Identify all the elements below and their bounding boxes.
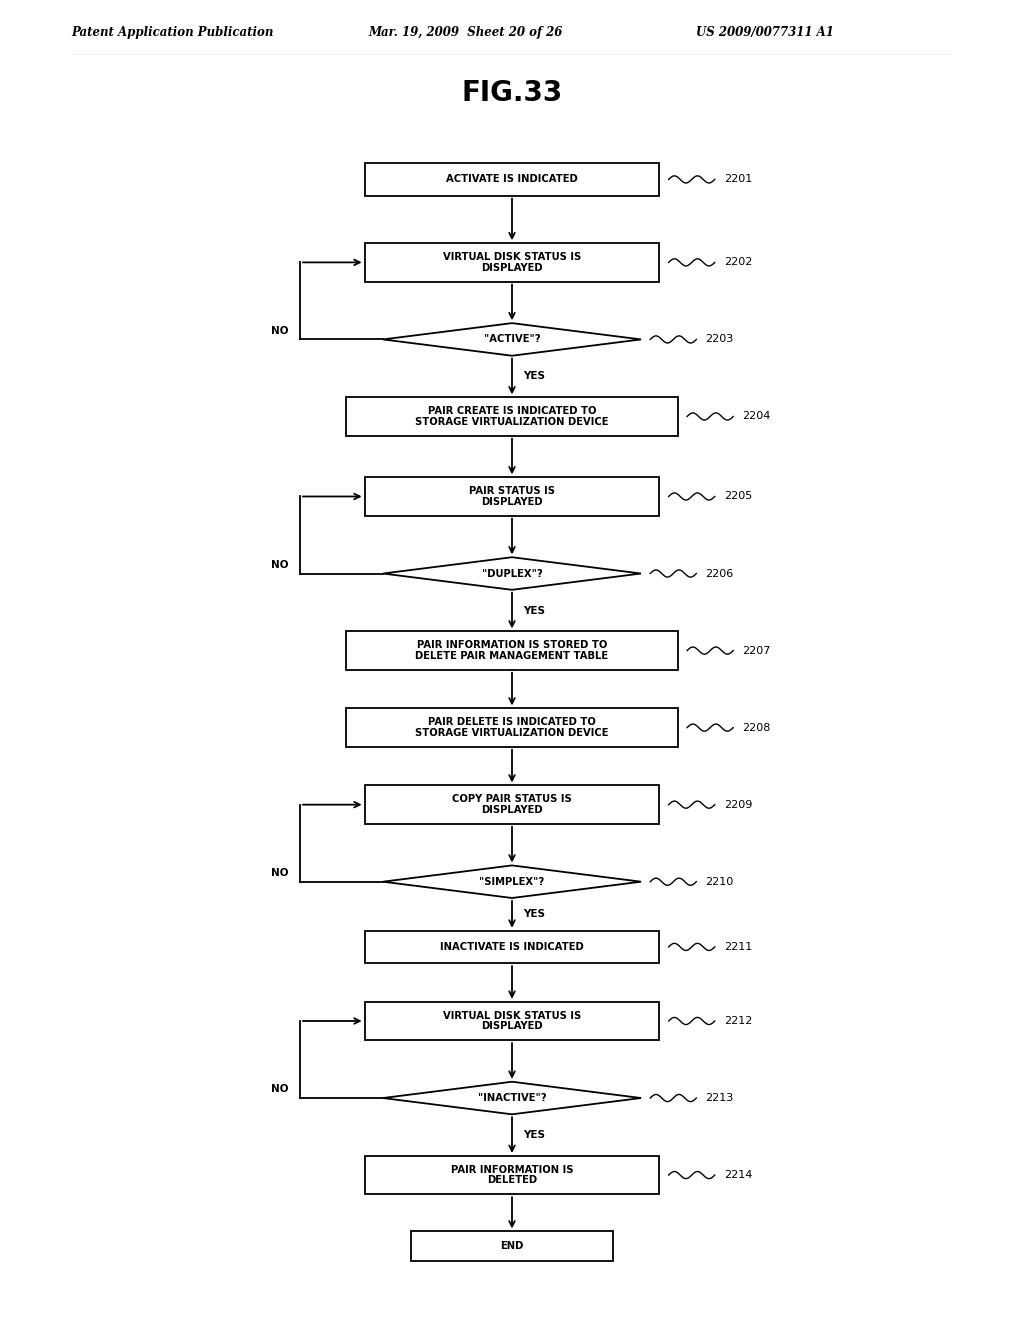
Text: PAIR DELETE IS INDICATED TO: PAIR DELETE IS INDICATED TO — [428, 717, 596, 727]
Text: YES: YES — [523, 909, 545, 919]
Text: NO: NO — [271, 1084, 289, 1094]
Bar — [365, 164, 659, 195]
Bar — [365, 931, 659, 964]
Bar — [346, 709, 678, 747]
Text: 2205: 2205 — [724, 491, 753, 502]
Text: NO: NO — [271, 867, 289, 878]
Text: 2206: 2206 — [706, 569, 734, 578]
Text: 2207: 2207 — [742, 645, 771, 656]
Text: STORAGE VIRTUALIZATION DEVICE: STORAGE VIRTUALIZATION DEVICE — [416, 729, 608, 738]
Text: DISPLAYED: DISPLAYED — [481, 805, 543, 814]
Text: 2210: 2210 — [706, 876, 734, 887]
Text: US 2009/0077311 A1: US 2009/0077311 A1 — [696, 26, 835, 40]
Text: END: END — [501, 1241, 523, 1251]
Polygon shape — [383, 866, 641, 898]
Text: 2201: 2201 — [724, 174, 753, 185]
Text: Mar. 19, 2009  Sheet 20 of 26: Mar. 19, 2009 Sheet 20 of 26 — [369, 26, 563, 40]
Polygon shape — [383, 557, 641, 590]
Polygon shape — [383, 323, 641, 355]
Bar — [346, 631, 678, 669]
Text: NO: NO — [271, 326, 289, 335]
Text: DELETED: DELETED — [487, 1176, 537, 1185]
Text: PAIR STATUS IS: PAIR STATUS IS — [469, 486, 555, 496]
Text: "DUPLEX"?: "DUPLEX"? — [481, 569, 543, 578]
Text: 2204: 2204 — [742, 412, 771, 421]
Polygon shape — [383, 1081, 641, 1114]
Bar — [365, 243, 659, 281]
Text: "ACTIVE"?: "ACTIVE"? — [483, 334, 541, 345]
Text: DISPLAYED: DISPLAYED — [481, 1022, 543, 1031]
Text: YES: YES — [523, 606, 545, 615]
Text: PAIR CREATE IS INDICATED TO: PAIR CREATE IS INDICATED TO — [428, 407, 596, 416]
Text: Patent Application Publication: Patent Application Publication — [72, 26, 274, 40]
Text: 2209: 2209 — [724, 800, 753, 809]
Text: ACTIVATE IS INDICATED: ACTIVATE IS INDICATED — [446, 174, 578, 185]
Text: PAIR INFORMATION IS: PAIR INFORMATION IS — [451, 1164, 573, 1175]
Text: 2202: 2202 — [724, 257, 753, 268]
Text: "INACTIVE"?: "INACTIVE"? — [477, 1093, 547, 1104]
Text: 2214: 2214 — [724, 1170, 753, 1180]
Bar — [365, 1002, 659, 1040]
Text: DELETE PAIR MANAGEMENT TABLE: DELETE PAIR MANAGEMENT TABLE — [416, 651, 608, 661]
Text: FIG.33: FIG.33 — [462, 79, 562, 107]
Text: NO: NO — [271, 560, 289, 570]
Text: PAIR INFORMATION IS STORED TO: PAIR INFORMATION IS STORED TO — [417, 640, 607, 651]
Text: STORAGE VIRTUALIZATION DEVICE: STORAGE VIRTUALIZATION DEVICE — [416, 417, 608, 426]
Text: "SIMPLEX"?: "SIMPLEX"? — [479, 876, 545, 887]
Bar — [365, 1156, 659, 1195]
Text: 2213: 2213 — [706, 1093, 734, 1104]
Text: 2211: 2211 — [724, 942, 753, 952]
Bar — [411, 1232, 613, 1261]
Text: 2203: 2203 — [706, 334, 734, 345]
Text: COPY PAIR STATUS IS: COPY PAIR STATUS IS — [453, 795, 571, 804]
Text: VIRTUAL DISK STATUS IS: VIRTUAL DISK STATUS IS — [442, 252, 582, 261]
Text: DISPLAYED: DISPLAYED — [481, 496, 543, 507]
Text: YES: YES — [523, 1130, 545, 1140]
Bar — [365, 478, 659, 516]
Text: 2208: 2208 — [742, 722, 771, 733]
Text: VIRTUAL DISK STATUS IS: VIRTUAL DISK STATUS IS — [442, 1011, 582, 1020]
Bar — [365, 785, 659, 824]
Bar — [346, 397, 678, 436]
Text: YES: YES — [523, 371, 545, 381]
Text: DISPLAYED: DISPLAYED — [481, 263, 543, 273]
Text: 2212: 2212 — [724, 1016, 753, 1026]
Text: INACTIVATE IS INDICATED: INACTIVATE IS INDICATED — [440, 942, 584, 952]
